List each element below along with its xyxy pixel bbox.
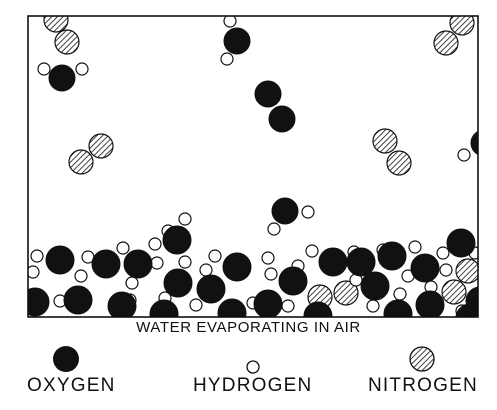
oxygen-atom [222,252,252,282]
oxygen-atom [45,245,75,275]
nitrogen-atom [433,30,459,56]
oxygen-legend-symbol [53,346,79,372]
nitrogen-atom [449,16,475,36]
oxygen-atom [318,247,348,277]
diagram-caption: WATER EVAPORATING IN AIR [136,319,361,336]
nitrogen-atom [386,150,412,176]
container-box [27,15,479,318]
oxygen-atom [383,299,413,317]
oxygen-atom [123,249,153,279]
hydrogen-atom [261,251,275,265]
nitrogen-atom [88,133,114,159]
hydrogen-atom [223,16,237,28]
nitrogen-legend-symbol [409,346,435,372]
hydrogen-atom [150,256,164,270]
nitrogen-atom [68,149,94,175]
oxygen-atom [163,268,193,298]
legend-label-hydrogen: HYDROGEN [193,375,313,396]
oxygen-atom [360,271,390,301]
nitrogen-atom [333,280,359,306]
hydrogen-atom [393,287,407,301]
hydrogen-atom [125,276,139,290]
nitrogen-atom [441,279,467,305]
hydrogen-atom [305,244,319,258]
hydrogen-atom [148,237,162,251]
hydrogen-atom [75,62,89,76]
oxygen-atom [28,287,50,317]
hydrogen-atom [408,240,422,254]
oxygen-atom [91,249,121,279]
oxygen-atom [223,27,251,55]
oxygen-atom [48,64,76,92]
nitrogen-atom [43,16,69,33]
liquid-water-molecules [28,212,478,317]
oxygen-atom [271,197,299,225]
oxygen-atom [217,298,247,317]
hydrogen-atom [281,299,295,313]
oxygen-atom [162,225,192,255]
oxygen-atom [196,274,226,304]
oxygen-atom [149,299,179,317]
oxygen-atom [415,290,445,317]
oxygen-atom [303,301,333,317]
hydrogen-atom [30,249,44,263]
oxygen-atom [254,80,282,108]
oxygen-atom [377,241,407,271]
oxygen-atom [455,303,478,317]
hydrogen-legend-symbol [246,360,260,374]
hydrogen-atom [74,269,88,283]
hydrogen-atom [436,246,450,260]
oxygen-atom [268,105,296,133]
oxygen-atom [446,228,476,258]
oxygen-atom [410,253,440,283]
legend-label-oxygen: OXYGEN [27,375,116,396]
hydrogen-atom [178,255,192,269]
hydrogen-atom [439,263,453,277]
hydrogen-atom [189,298,203,312]
oxygen-atom [253,289,283,317]
nitrogen-atom [372,128,398,154]
hydrogen-atom [301,205,315,219]
oxygen-atom [107,291,137,317]
hydrogen-atom [267,222,281,236]
legend-label-nitrogen: NITROGEN [368,375,478,396]
hydrogen-atom [457,148,471,162]
nitrogen-atom [54,29,80,55]
oxygen-atom [346,247,376,277]
oxygen-atom [278,266,308,296]
gas-molecules [37,16,478,310]
molecules-layer [28,16,478,317]
hydrogen-atom [116,241,130,255]
nitrogen-atom [455,258,478,284]
oxygen-atom [63,285,93,315]
hydrogen-atom [264,267,278,281]
oxygen-atom [470,130,478,156]
hydrogen-atom [178,212,192,226]
hydrogen-atom [220,52,234,66]
hydrogen-atom [37,62,51,76]
hydrogen-atom [366,299,380,313]
hydrogen-atom [208,249,222,263]
hydrogen-atom [28,265,40,279]
hydrogen-atom [199,263,213,277]
